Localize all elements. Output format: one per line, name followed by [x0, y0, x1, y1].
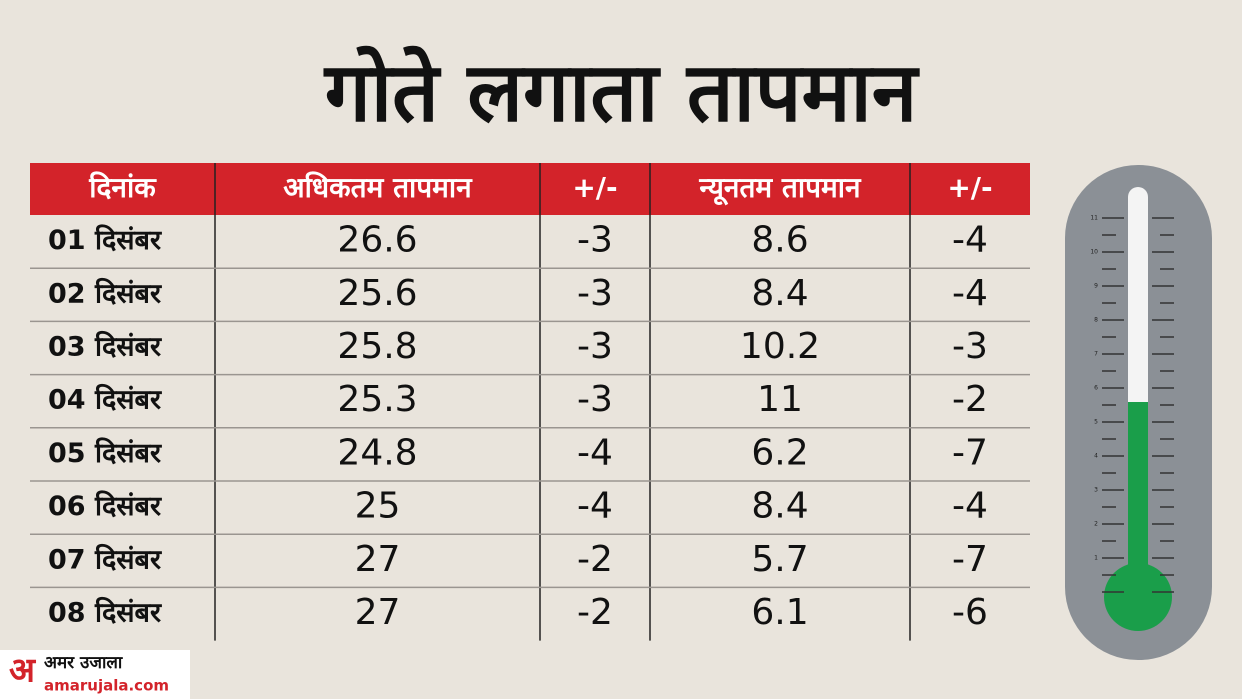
value-cell: -2: [952, 379, 988, 420]
date-cell: 04 दिसंबर: [48, 384, 162, 416]
value-cell: -4: [952, 486, 988, 527]
value-cell: -3: [952, 326, 988, 367]
scale-label: 5: [1094, 419, 1098, 426]
value-cell: 25.8: [337, 326, 417, 367]
value-cell: -7: [952, 432, 988, 473]
logo-box: [0, 650, 190, 699]
date-cell: 02 दिसंबर: [48, 277, 162, 309]
scale-label: 1: [1094, 555, 1098, 562]
header-cell: +/-: [572, 171, 617, 204]
value-cell: 5.7: [751, 539, 808, 580]
value-cell: 8.4: [751, 486, 808, 527]
logo: अ अमर उजाला amarujala.com: [0, 650, 190, 699]
value-cell: -3: [577, 273, 613, 314]
date-cell: 07 दिसंबर: [48, 543, 162, 575]
date-cell: 03 दिसंबर: [48, 331, 162, 363]
thermometer-fill: [1128, 402, 1148, 592]
header-cell: अधिकतम तापमान: [283, 171, 473, 204]
thermometer-bulb: [1104, 563, 1172, 631]
scale-label: 6: [1094, 385, 1098, 392]
logo-site: amarujala.com: [44, 677, 169, 695]
value-cell: 25.3: [337, 379, 417, 420]
value-cell: 11: [757, 379, 803, 420]
value-cell: 6.1: [751, 592, 808, 633]
value-cell: -4: [952, 273, 988, 314]
value-cell: 27: [355, 592, 401, 633]
header-cell: दिनांक: [88, 171, 157, 204]
value-cell: 6.2: [751, 432, 808, 473]
value-cell: -7: [952, 539, 988, 580]
value-cell: 27: [355, 539, 401, 580]
logo-name: अमर उजाला: [44, 653, 123, 673]
value-cell: 8.4: [751, 273, 808, 314]
date-cell: 08 दिसंबर: [48, 597, 162, 629]
scale-label: 4: [1094, 453, 1098, 460]
date-cell: 01 दिसंबर: [48, 224, 162, 256]
scale-label: 7: [1094, 351, 1098, 358]
value-cell: -3: [577, 220, 613, 261]
value-cell: 25.6: [337, 273, 417, 314]
scale-label: 8: [1094, 317, 1098, 324]
date-cell: 06 दिसंबर: [48, 490, 162, 522]
value-cell: -2: [577, 592, 613, 633]
table: दिनांक अधिकतम तापमान +/- न्यूनतम तापमान +/- 0…: [30, 163, 1030, 641]
value-cell: -3: [577, 379, 613, 420]
value-cell: 8.6: [751, 220, 808, 261]
scale-label: 2: [1094, 521, 1098, 528]
value-cell: 24.8: [337, 432, 417, 473]
header-cell: +/-: [947, 171, 992, 204]
value-cell: -4: [577, 486, 613, 527]
value-cell: -2: [577, 539, 613, 580]
scale-label: 10: [1090, 249, 1098, 256]
logo-mark: अ: [9, 651, 37, 691]
value-cell: 25: [355, 486, 401, 527]
value-cell: 10.2: [740, 326, 820, 367]
value-cell: -6: [952, 592, 988, 633]
date-cell: 05 दिसंबर: [48, 437, 162, 469]
scale-label: 11: [1090, 215, 1098, 222]
value-cell: -3: [577, 326, 613, 367]
scale-label: 3: [1094, 487, 1098, 494]
header-cell: न्यूनतम तापमान: [698, 171, 862, 206]
value-cell: 26.6: [337, 220, 417, 261]
value-cell: -4: [952, 220, 988, 261]
thermometer: 1 2 3 4 5 6 7 8 9 10 11: [1065, 165, 1212, 660]
thermometer-scale: 1 2 3 4 5 6 7 8 9 10 11: [1090, 215, 1174, 593]
title: गोते लगाता तापमान: [323, 45, 920, 140]
table-header: [30, 163, 1030, 215]
value-cell: -4: [577, 432, 613, 473]
scale-label: 9: [1094, 283, 1098, 290]
